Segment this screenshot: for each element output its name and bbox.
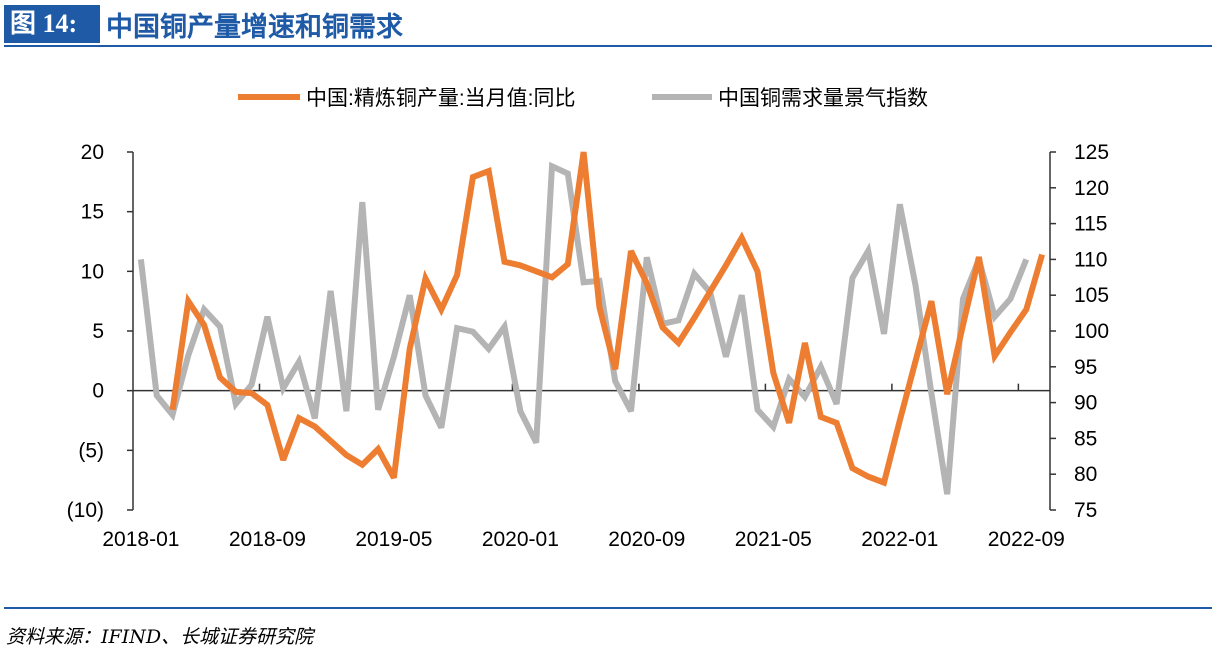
right-axis-tick-label: 80 xyxy=(1074,463,1097,486)
x-axis-tick-label: 2021-05 xyxy=(735,528,812,551)
legend-label-production: 中国:精炼铜产量:当月值:同比 xyxy=(306,87,576,110)
right-axis-tick-label: 75 xyxy=(1074,499,1097,522)
left-axis-tick-label: 5 xyxy=(92,320,104,343)
x-axis-tick-label: 2018-09 xyxy=(229,528,306,551)
left-axis-tick-label: (5) xyxy=(78,439,104,462)
figure-label: 图 14: xyxy=(4,5,100,43)
x-axis-tick-label: 2022-09 xyxy=(988,528,1065,551)
x-axis-tick-label: 2020-09 xyxy=(608,528,685,551)
source-note: 资料来源：IFIND、长城证券研究院 xyxy=(6,626,314,648)
right-axis-tick-label: 105 xyxy=(1074,284,1109,307)
top-divider xyxy=(4,45,1212,47)
x-axis-tick-label: 2022-01 xyxy=(861,528,938,551)
right-axis-tick-label: 125 xyxy=(1074,141,1109,164)
legend-label-demand-index: 中国铜需求量景气指数 xyxy=(718,87,928,110)
right-axis-tick-label: 95 xyxy=(1074,356,1097,379)
right-axis-tick-label: 85 xyxy=(1074,427,1097,450)
left-axis-tick-label: 0 xyxy=(92,380,104,403)
left-axis-tick-label: 15 xyxy=(81,201,104,224)
chart-title: 中国铜产量增速和铜需求 xyxy=(106,12,403,43)
left-axis-tick-label: (10) xyxy=(67,499,104,522)
left-axis-tick-label: 20 xyxy=(81,141,104,164)
x-axis-tick-label: 2020-01 xyxy=(482,528,559,551)
right-axis-tick-label: 90 xyxy=(1074,392,1097,415)
right-axis-tick-label: 110 xyxy=(1074,248,1107,271)
series-line-production-yoy xyxy=(169,151,1045,487)
bottom-divider xyxy=(4,607,1212,609)
left-axis-tick-label: 10 xyxy=(81,260,104,283)
x-axis-tick-label: 2019-05 xyxy=(355,528,432,551)
right-axis-tick-label: 120 xyxy=(1074,177,1109,200)
legend: 中国:精炼铜产量:当月值:同比 中国铜需求量景气指数 xyxy=(238,87,928,110)
right-axis-tick-label: 100 xyxy=(1074,320,1109,343)
right-axis-tick-label: 115 xyxy=(1074,213,1107,236)
x-axis-tick-label: 2018-01 xyxy=(102,528,179,551)
